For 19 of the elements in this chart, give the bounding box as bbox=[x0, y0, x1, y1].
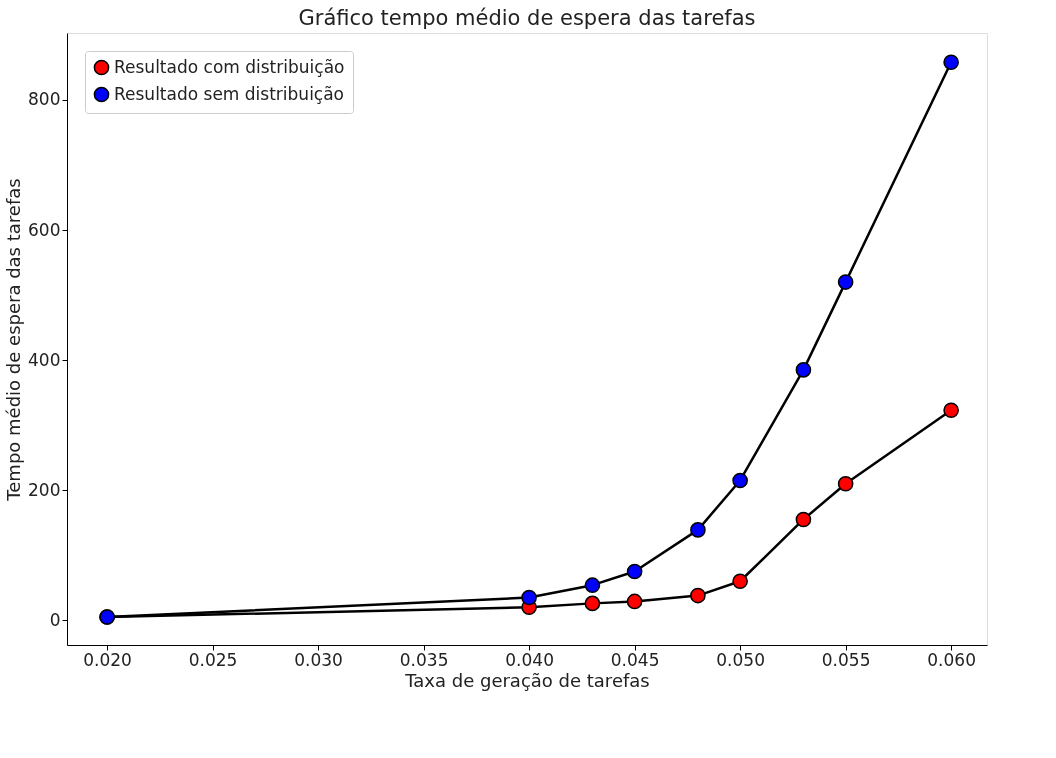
x-tick-label: 0.060 bbox=[927, 649, 976, 670]
x-axis-title: Taxa de geração de tarefas bbox=[404, 669, 650, 691]
x-tick-label: 0.055 bbox=[821, 649, 871, 670]
chart-title: Gráfico tempo médio de espera das tarefas bbox=[298, 6, 756, 30]
y-tick-label: 200 bbox=[28, 479, 61, 500]
y-tick-label: 400 bbox=[28, 349, 61, 370]
y-axis-title: Tempo médio de espera das tarefas bbox=[3, 178, 25, 502]
x-tick-label: 0.030 bbox=[294, 649, 343, 670]
x-tick-label: 0.025 bbox=[188, 649, 238, 670]
x-tick-label: 0.020 bbox=[83, 649, 132, 670]
y-tick-label: 800 bbox=[28, 89, 61, 110]
x-tick-label: 0.050 bbox=[716, 649, 765, 670]
legend-label: Resultado com distribuição bbox=[114, 56, 345, 77]
x-tick-label: 0.040 bbox=[505, 649, 554, 670]
y-tick-label: 600 bbox=[28, 219, 61, 240]
x-tick-label: 0.035 bbox=[399, 649, 449, 670]
x-tick-label: 0.045 bbox=[610, 649, 660, 670]
legend-label: Resultado sem distribuição bbox=[114, 83, 345, 104]
y-tick-label: 0 bbox=[49, 609, 61, 630]
